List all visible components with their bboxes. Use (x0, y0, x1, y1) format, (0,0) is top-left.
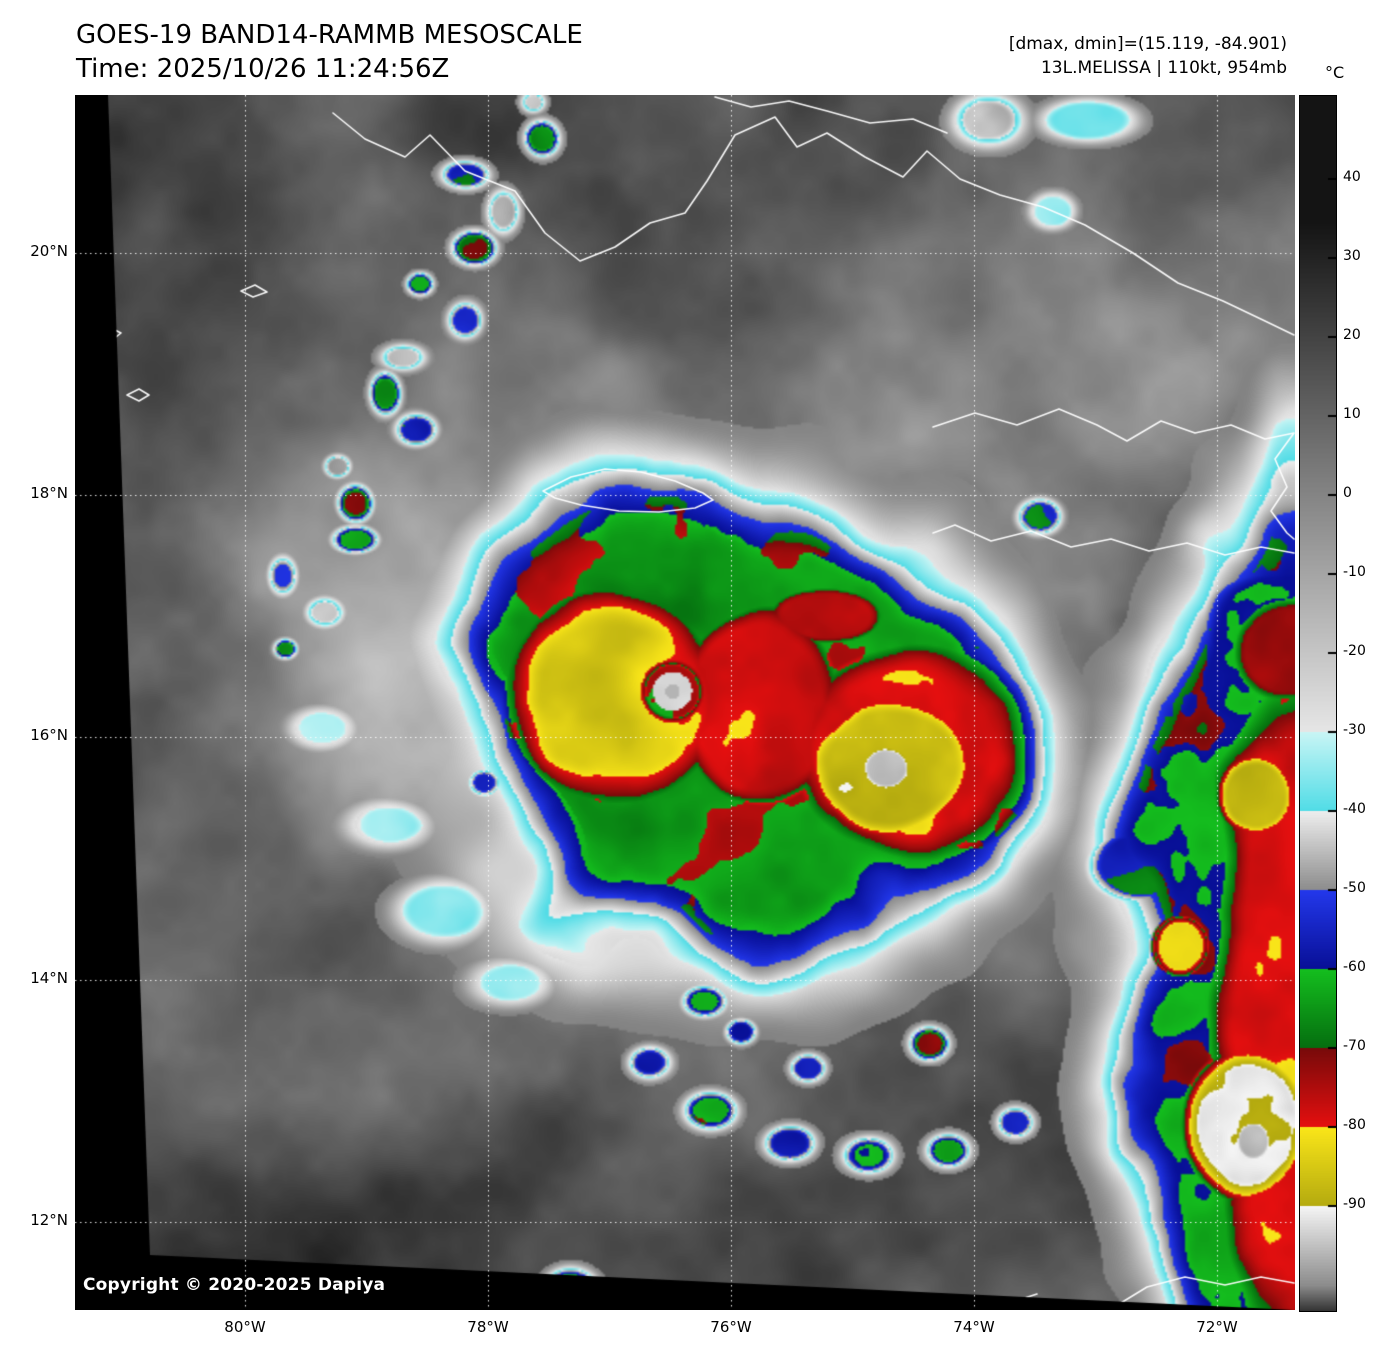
colorbar-tick-label: 40 (1343, 168, 1361, 185)
lon-label: 74°W (953, 1318, 995, 1336)
colorbar-tick-label: -20 (1343, 642, 1366, 659)
dmax-dmin-readout: [dmax, dmin]=(15.119, -84.901) (1008, 34, 1287, 54)
lat-label: 20°N (30, 242, 68, 260)
satellite-imagery-canvas (75, 95, 1295, 1310)
lat-label: 16°N (30, 726, 68, 744)
satellite-map: Copyright © 2020-2025 Dapiya (75, 95, 1295, 1310)
lat-label: 18°N (30, 484, 68, 502)
copyright: Copyright © 2020-2025 Dapiya (83, 1275, 386, 1295)
lat-label: 14°N (30, 969, 68, 987)
colorbar-tick-label: -30 (1343, 721, 1366, 738)
colorbar-tick-label: -60 (1343, 958, 1366, 975)
colorbar-tick-label: -80 (1343, 1116, 1366, 1133)
colorbar-tick-label: 30 (1343, 247, 1361, 264)
colorbar-unit-label: °C (1325, 63, 1345, 82)
colorbar-tick-label: 10 (1343, 405, 1361, 422)
colorbar-tick-label: -90 (1343, 1195, 1366, 1212)
lon-label: 80°W (224, 1318, 266, 1336)
lat-label: 12°N (30, 1211, 68, 1229)
lon-label: 72°W (1196, 1318, 1238, 1336)
timestamp: Time: 2025/10/26 11:24:56Z (76, 54, 450, 84)
colorbar-tick-label: -40 (1343, 800, 1366, 817)
lon-label: 78°W (467, 1318, 509, 1336)
colorbar-tick-label: -50 (1343, 879, 1366, 896)
colorbar-tick-label: -10 (1343, 563, 1366, 580)
colorbar (1299, 95, 1337, 1312)
lon-label: 76°W (710, 1318, 752, 1336)
colorbar-tick-label: 0 (1343, 484, 1352, 501)
colorbar-tick-label: 20 (1343, 326, 1361, 343)
page-title: GOES-19 BAND14-RAMMB MESOSCALE (76, 20, 583, 50)
storm-info: 13L.MELISSA | 110kt, 954mb (1040, 58, 1287, 78)
colorbar-tick-label: -70 (1343, 1037, 1366, 1054)
